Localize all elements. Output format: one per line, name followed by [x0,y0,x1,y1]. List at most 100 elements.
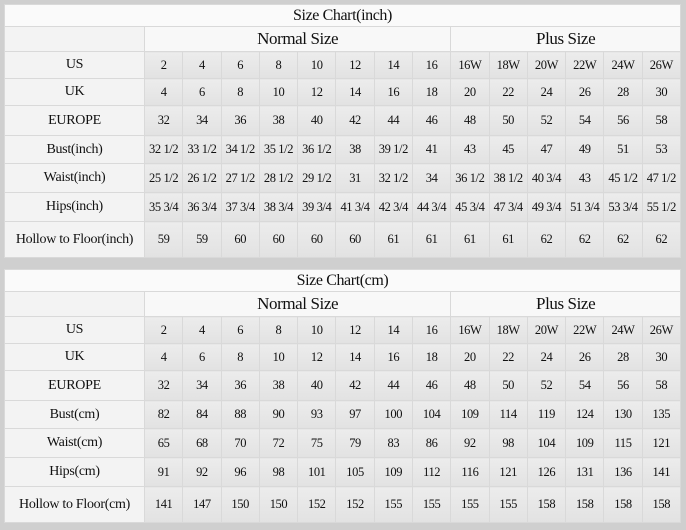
table-cell: 22 [488,78,528,106]
table-cell: 54 [565,370,605,401]
table-cell: 155 [488,486,528,523]
table-cell: 51 [603,135,643,164]
table-cell: 39 1/2 [373,135,413,164]
table-cell: 136 [603,457,643,487]
table-cell: 141 [641,457,682,487]
table-cell: 36 [220,105,260,136]
table-cell: 53 3/4 [603,192,643,222]
group-plus-size: Plus Size [450,291,681,317]
table-cell: 44 [373,370,413,401]
table-cell: 121 [641,428,682,458]
table-cell: 8 [220,78,260,106]
table-cell: 25 1/2 [143,163,184,193]
table-cell: 60 [220,221,260,258]
table-row: Waist(cm) 65 68 70 72 75 79 83 86 92 98 104 109 115 12… [4,428,682,458]
table-cell: 155 [411,486,452,523]
table-cell: 18 [411,78,452,106]
chart-title: Size Chart(cm) [4,269,681,292]
table-row: UK 4 6 8 10 12 14 16 18 20 22 24 26 28 30 [4,343,682,371]
size-chart-inch: Size Chart(inch) Normal Size Plus Size US 2 4… [4,4,682,258]
table-cell: 60 [258,221,299,258]
table-cell: 32 [143,105,184,136]
table-cell: 98 [488,428,528,458]
table-cell: 109 [373,457,413,487]
table-cell: 14 [335,343,375,371]
table-cell: 41 [411,135,452,164]
row-label: Waist(cm) [4,428,145,458]
table-row: Hollow to Floor(inch) 59 59 60 60 60 60 61 61 61 6… [4,221,682,258]
table-cell: 84 [182,400,222,429]
table-row: UK 4 6 8 10 12 14 16 18 20 22 24 26 28 30 [4,78,682,106]
table-cell: 34 [182,370,222,401]
table-cell: 104 [526,428,567,458]
table-cell: 46 [411,105,452,136]
table-cell: 16 [373,78,413,106]
table-cell: 14 [373,51,413,79]
table-cell: 20 [450,78,490,106]
table-cell: 43 [565,163,605,193]
table-cell: 39 3/4 [297,192,337,222]
table-cell: 12 [297,78,337,106]
table-cell: 48 [450,370,490,401]
table-row: Hips(inch) 35 3/4 36 3/4 37 3/4 38 3/4 39 3/4… [4,192,682,222]
table-cell: 18W [488,316,528,344]
table-cell: 4 [182,316,222,344]
table-cell: 58 [641,105,682,136]
table-cell: 45 3/4 [450,192,490,222]
table-cell: 8 [220,343,260,371]
table-cell: 61 [488,221,528,258]
table-cell: 62 [565,221,605,258]
table-cell: 121 [488,457,528,487]
table-cell: 45 [488,135,528,164]
row-label: UK [4,343,145,371]
table-cell: 28 [603,343,643,371]
row-label: Hollow to Floor(inch) [4,221,145,258]
table-cell: 92 [450,428,490,458]
table-cell: 56 [603,105,643,136]
table-cell: 32 [143,370,184,401]
table-cell: 158 [641,486,682,523]
table-cell: 83 [373,428,413,458]
table-cell: 35 1/2 [258,135,299,164]
table-cell: 82 [143,400,184,429]
table-cell: 75 [297,428,337,458]
table-cell: 43 [450,135,490,164]
table-cell: 18 [411,343,452,371]
table-cell: 52 [526,370,567,401]
table-cell: 98 [258,457,299,487]
table-cell: 8 [258,316,299,344]
table-cell: 79 [335,428,375,458]
table-cell: 47 1/2 [641,163,682,193]
table-cell: 44 [373,105,413,136]
table-cell: 86 [411,428,452,458]
table-cell: 6 [220,51,260,79]
table-cell: 119 [526,400,567,429]
table-cell: 65 [143,428,184,458]
size-table: Size Chart(inch) Normal Size Plus Size US 2 4… [4,4,682,258]
table-cell: 32 1/2 [373,163,413,193]
row-label: Hollow to Floor(cm) [4,486,145,523]
table-cell: 2 [143,316,184,344]
row-label: Hips(cm) [4,457,145,487]
chart-title: Size Chart(inch) [4,4,681,27]
table-cell: 131 [565,457,605,487]
table-cell: 30 [641,78,682,106]
table-cell: 10 [258,343,299,371]
table-cell: 16 [411,51,452,79]
table-cell: 37 3/4 [220,192,260,222]
table-cell: 26W [641,51,682,79]
table-cell: 36 1/2 [297,135,337,164]
table-row: US 2 4 6 8 10 12 14 16 16W 18W 20W 22W 24W 26W [4,316,682,344]
table-cell: 61 [411,221,452,258]
table-cell: 34 1/2 [220,135,260,164]
table-row: EUROPE 32 34 36 38 40 42 44 46 48 50 52 54 56 58 [4,105,682,136]
blank-cell [4,26,145,52]
table-cell: 150 [220,486,260,523]
table-cell: 36 [220,370,260,401]
table-cell: 31 [335,163,375,193]
table-cell: 93 [297,400,337,429]
table-cell: 114 [488,400,528,429]
table-cell: 34 [411,163,452,193]
table-cell: 42 [335,370,375,401]
table-cell: 40 [297,370,337,401]
